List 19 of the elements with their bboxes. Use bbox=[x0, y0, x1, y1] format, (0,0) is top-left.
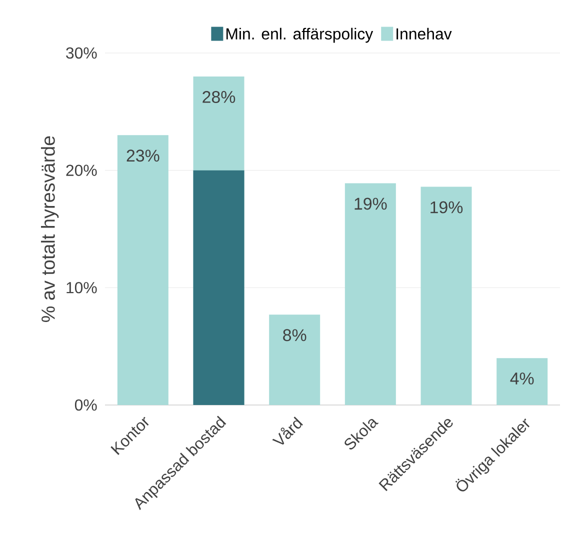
data-label: 8% bbox=[283, 329, 306, 342]
y-axis-title: % av totalt hyresvärde bbox=[40, 136, 59, 322]
y-tick-label: 10% bbox=[66, 282, 97, 294]
data-label: 19% bbox=[430, 201, 463, 214]
bar bbox=[269, 314, 320, 405]
data-label: 28% bbox=[202, 90, 236, 103]
bar bbox=[117, 135, 168, 405]
data-label: 4% bbox=[510, 372, 534, 384]
y-tick-label: 0% bbox=[74, 399, 97, 411]
y-tick-label: 30% bbox=[66, 47, 97, 59]
bar bbox=[344, 183, 396, 405]
y-tick-label: 20% bbox=[66, 164, 97, 176]
bar bbox=[420, 186, 472, 405]
bar bbox=[193, 170, 244, 405]
bar bbox=[496, 358, 548, 405]
data-label: 23% bbox=[126, 150, 160, 162]
legend-label: Innehav bbox=[396, 28, 452, 40]
legend-label: Min. enl. affärspolicy bbox=[226, 28, 374, 43]
data-label: 19% bbox=[354, 198, 387, 210]
